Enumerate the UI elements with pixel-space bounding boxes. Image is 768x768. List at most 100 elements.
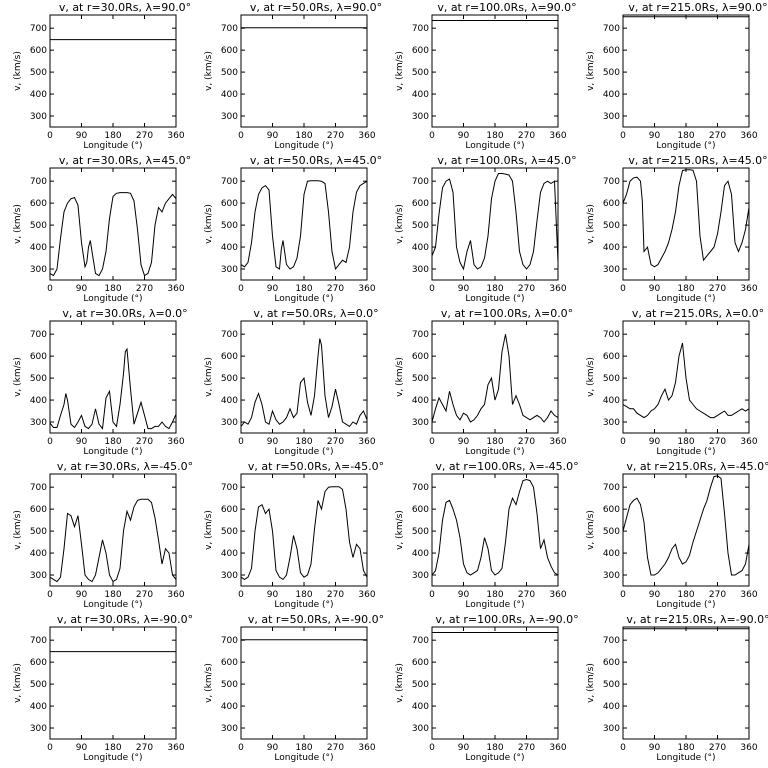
x-tick-label: 270 xyxy=(327,590,344,600)
y-tick-label: 700 xyxy=(603,24,620,34)
x-axis-label: Longitude (°) xyxy=(656,753,715,763)
x-tick-label: 180 xyxy=(104,131,121,141)
x-tick-label: 270 xyxy=(327,437,344,447)
y-tick-label: 700 xyxy=(412,636,429,646)
x-tick-label: 90 xyxy=(76,590,88,600)
chart-title: v, at r=100.0Rs, λ=-90.0° xyxy=(435,613,578,626)
y-axis-label: v, (km/s) xyxy=(586,357,596,397)
x-tick-label: 90 xyxy=(76,437,88,447)
x-tick-label: 360 xyxy=(167,590,184,600)
x-tick-label: 180 xyxy=(295,590,312,600)
y-tick-label: 400 xyxy=(412,549,429,559)
x-tick-label: 180 xyxy=(295,284,312,294)
y-axis-label: v, (km/s) xyxy=(13,204,23,244)
chart-title: v, at r=50.0Rs, λ=45.0° xyxy=(250,154,382,167)
y-axis-label: v, (km/s) xyxy=(395,663,405,703)
y-tick-label: 500 xyxy=(603,680,620,690)
x-axis-label: Longitude (°) xyxy=(274,141,333,151)
x-tick-label: 0 xyxy=(429,131,435,141)
y-tick-label: 500 xyxy=(412,68,429,78)
x-axis-label: Longitude (°) xyxy=(83,141,142,151)
series-line xyxy=(49,347,177,430)
y-tick-label: 700 xyxy=(221,330,238,340)
y-tick-label: 700 xyxy=(30,636,47,646)
y-tick-label: 700 xyxy=(221,24,238,34)
y-axis-label: v, (km/s) xyxy=(204,204,214,244)
x-tick-label: 0 xyxy=(47,131,53,141)
x-tick-label: 90 xyxy=(458,590,470,600)
y-tick-label: 500 xyxy=(221,68,238,78)
x-tick-label: 0 xyxy=(238,437,244,447)
chart-title: v, at r=215.0Rs, λ=0.0° xyxy=(632,307,764,320)
y-tick-label: 500 xyxy=(221,527,238,537)
x-tick-label: 180 xyxy=(104,590,121,600)
x-tick-label: 270 xyxy=(136,437,153,447)
y-axis-label: v, (km/s) xyxy=(13,51,23,91)
x-tick-label: 0 xyxy=(620,284,626,294)
chart-panel: v, at r=215.0Rs, λ=-45.0° 0 90 180 270 360 300… xyxy=(586,460,768,610)
y-tick-label: 600 xyxy=(603,505,620,515)
y-tick-label: 500 xyxy=(412,680,429,690)
x-tick-label: 360 xyxy=(549,131,566,141)
x-tick-label: 0 xyxy=(238,743,244,753)
x-tick-label: 0 xyxy=(429,437,435,447)
x-tick-label: 90 xyxy=(458,743,470,753)
y-tick-label: 700 xyxy=(412,483,429,493)
chart-panel: v, at r=50.0Rs, λ=90.0° 0 90 180 270 360 300 40… xyxy=(204,1,382,151)
x-tick-label: 180 xyxy=(677,590,694,600)
y-tick-label: 500 xyxy=(30,68,47,78)
plot-frame xyxy=(240,14,368,128)
y-tick-label: 600 xyxy=(603,199,620,209)
x-axis-label: Longitude (°) xyxy=(83,753,142,763)
x-tick-label: 180 xyxy=(295,437,312,447)
y-tick-label: 600 xyxy=(603,658,620,668)
y-tick-label: 600 xyxy=(221,658,238,668)
x-tick-label: 0 xyxy=(238,284,244,294)
y-axis-label: v, (km/s) xyxy=(13,510,23,550)
x-tick-label: 90 xyxy=(267,437,279,447)
chart-title: v, at r=100.0Rs, λ=0.0° xyxy=(441,307,573,320)
x-tick-label: 90 xyxy=(649,590,661,600)
plot-frame xyxy=(622,626,750,740)
chart-title: v, at r=30.0Rs, λ=0.0° xyxy=(62,307,187,320)
x-tick-label: 180 xyxy=(295,743,312,753)
x-tick-label: 0 xyxy=(429,590,435,600)
y-tick-label: 600 xyxy=(221,199,238,209)
y-tick-label: 500 xyxy=(221,221,238,231)
series-line xyxy=(431,173,559,271)
y-axis-label: v, (km/s) xyxy=(586,204,596,244)
chart-title: v, at r=215.0Rs, λ=-45.0° xyxy=(626,460,768,473)
y-tick-label: 700 xyxy=(30,483,47,493)
x-tick-label: 0 xyxy=(47,284,53,294)
x-tick-label: 360 xyxy=(358,437,375,447)
y-tick-label: 400 xyxy=(221,702,238,712)
series-line xyxy=(49,498,177,583)
y-tick-label: 300 xyxy=(603,265,620,275)
x-tick-label: 270 xyxy=(327,743,344,753)
y-tick-label: 700 xyxy=(412,177,429,187)
x-tick-label: 360 xyxy=(549,590,566,600)
x-tick-label: 0 xyxy=(47,590,53,600)
plot-frame xyxy=(240,320,368,434)
x-axis-label: Longitude (°) xyxy=(83,447,142,457)
chart-panel: v, at r=215.0Rs, λ=0.0° 0 90 180 270 360 300 40… xyxy=(586,307,764,457)
series-line xyxy=(622,169,750,268)
chart-panel: v, at r=50.0Rs, λ=-45.0° 0 90 180 270 360 300 4… xyxy=(204,460,384,610)
y-tick-label: 400 xyxy=(221,396,238,406)
x-tick-label: 360 xyxy=(549,284,566,294)
y-tick-label: 400 xyxy=(221,243,238,253)
series-line xyxy=(622,342,750,419)
x-axis-label: Longitude (°) xyxy=(465,600,524,610)
y-tick-label: 300 xyxy=(603,571,620,581)
y-tick-label: 400 xyxy=(412,243,429,253)
y-tick-label: 300 xyxy=(30,724,47,734)
y-tick-label: 700 xyxy=(30,330,47,340)
y-tick-label: 600 xyxy=(221,352,238,362)
x-tick-label: 90 xyxy=(267,284,279,294)
x-axis-label: Longitude (°) xyxy=(83,294,142,304)
y-tick-label: 700 xyxy=(221,483,238,493)
x-tick-label: 180 xyxy=(677,437,694,447)
x-tick-label: 360 xyxy=(167,437,184,447)
y-tick-label: 600 xyxy=(221,505,238,515)
